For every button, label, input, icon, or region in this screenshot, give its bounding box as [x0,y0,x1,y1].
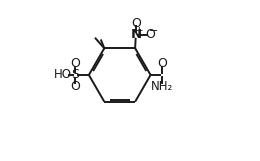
Text: N: N [130,28,141,41]
Text: O: O [70,80,80,93]
Text: O: O [145,28,155,41]
Text: −: − [149,26,159,36]
Text: O: O [131,17,141,30]
Text: HO: HO [54,68,72,81]
Text: +: + [135,26,144,36]
Text: O: O [70,57,80,70]
Text: S: S [72,68,79,81]
Text: NH₂: NH₂ [151,80,174,93]
Text: O: O [158,57,167,70]
